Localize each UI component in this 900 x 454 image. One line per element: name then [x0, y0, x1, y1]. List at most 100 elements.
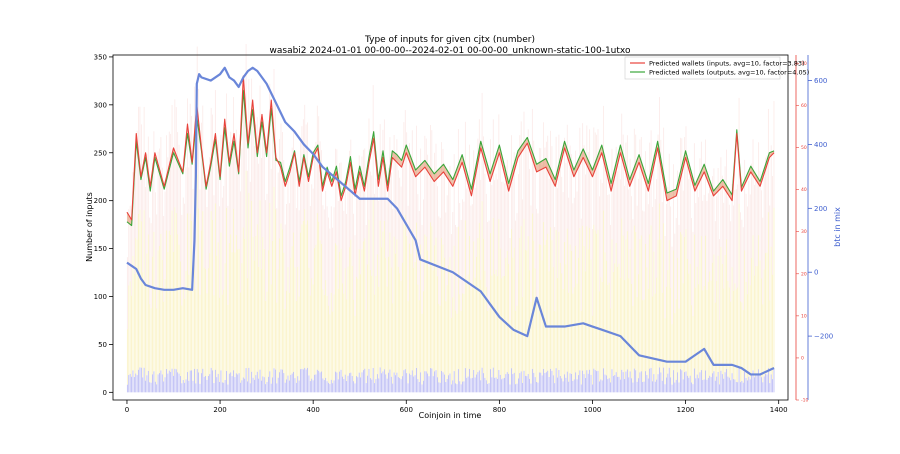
bar-small	[396, 372, 398, 393]
bar-mid	[713, 254, 715, 372]
bar-large	[417, 194, 419, 285]
bar-small	[695, 378, 697, 393]
bar-small	[439, 382, 441, 393]
bar-mid	[231, 252, 233, 377]
bar-mid	[569, 244, 571, 374]
bar-large	[754, 184, 755, 276]
bar-mid	[675, 299, 677, 380]
bar-small	[499, 374, 501, 393]
bar-small	[362, 370, 364, 393]
bar-small	[638, 378, 639, 393]
bar-mid	[480, 279, 482, 381]
bar-small	[716, 376, 718, 393]
bar-small	[652, 381, 653, 393]
bar-large	[599, 196, 600, 292]
bar-small	[562, 381, 564, 393]
bar-small	[159, 373, 160, 393]
bar-small	[728, 377, 730, 393]
bar-mid	[759, 260, 761, 374]
bar-large	[561, 176, 563, 274]
bar-large	[714, 221, 716, 303]
bar-small	[571, 373, 572, 393]
bar-small	[196, 369, 198, 393]
bar-large	[427, 154, 429, 251]
bar-large	[242, 98, 244, 228]
bar-small	[276, 383, 278, 393]
bar-large	[305, 124, 307, 225]
bar-mid	[518, 272, 519, 379]
bar-mid	[291, 246, 293, 374]
bar-mid	[573, 287, 575, 380]
bar-large	[713, 168, 715, 255]
bar-small	[242, 377, 244, 393]
bar-mid	[314, 248, 315, 375]
bar-small	[200, 373, 202, 393]
bar-large	[492, 119, 494, 218]
y2-axis-label: btc in mix	[833, 207, 842, 247]
bar-large	[453, 154, 455, 246]
bar-mid	[586, 226, 588, 371]
bar-large	[311, 184, 313, 279]
bar-mid	[769, 300, 771, 384]
bar-mid	[589, 227, 591, 370]
bar-mid	[139, 209, 141, 368]
bar-large	[241, 148, 243, 264]
bar-large	[536, 208, 537, 300]
bar-small	[573, 379, 575, 393]
bar-mid	[618, 263, 620, 377]
bar-mid	[767, 212, 769, 369]
bar-large	[610, 225, 611, 309]
bar-large	[376, 159, 378, 255]
bar-large	[579, 127, 581, 229]
bar-large	[490, 139, 491, 234]
bar-large	[128, 209, 130, 286]
bar-small	[325, 377, 327, 393]
bar-small	[730, 380, 732, 393]
bar-mid	[511, 229, 512, 369]
bar-mid	[175, 213, 177, 370]
bar-mid	[661, 292, 663, 381]
bar-mid	[731, 267, 733, 374]
bar-large	[425, 138, 427, 237]
bar-small	[491, 377, 493, 393]
bar-mid	[536, 299, 537, 383]
bar-mid	[635, 232, 637, 371]
bar-large	[607, 194, 609, 286]
bar-large	[343, 210, 345, 294]
bar-mid	[610, 308, 611, 383]
bar-mid	[235, 235, 237, 374]
bar-large	[590, 165, 592, 260]
bar-mid	[406, 236, 408, 374]
bar-mid	[653, 251, 655, 375]
bar-small	[149, 382, 151, 393]
bar-small	[404, 369, 406, 393]
bar-mid	[636, 297, 638, 382]
bar-large	[301, 126, 303, 225]
bar-small	[557, 377, 558, 393]
bar-large	[730, 221, 732, 302]
bar-mid	[681, 234, 683, 371]
x-tick-label: 1200	[677, 406, 695, 414]
bar-large	[181, 214, 183, 306]
bar-large	[660, 139, 662, 240]
bar-large	[295, 208, 297, 302]
bar-large	[550, 130, 551, 228]
bar-small	[414, 375, 416, 393]
bar-large	[587, 152, 589, 250]
bar-large	[516, 213, 518, 306]
bar-mid	[396, 239, 398, 373]
bar-large	[335, 148, 336, 244]
bar-large	[636, 205, 638, 298]
bar-small	[252, 377, 254, 393]
bar-small	[375, 379, 377, 393]
bar-small	[590, 374, 592, 393]
bar-small	[603, 368, 604, 393]
bar-mid	[311, 278, 313, 379]
bar-large	[723, 202, 725, 289]
bar-mid	[717, 255, 719, 372]
bar-large	[187, 98, 188, 214]
bar-large	[214, 90, 216, 204]
bar-small	[392, 383, 394, 393]
x-tick-label: 200	[213, 406, 226, 414]
bar-small	[129, 373, 131, 393]
